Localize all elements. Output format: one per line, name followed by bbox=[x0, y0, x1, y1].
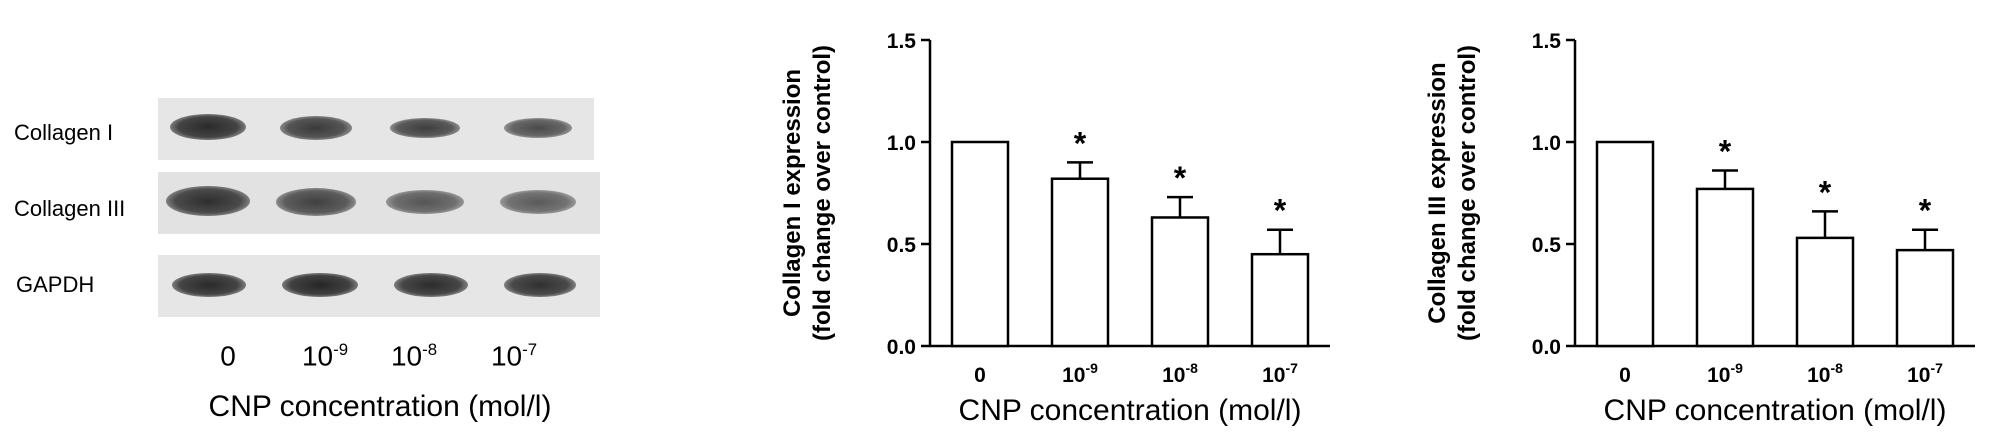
band bbox=[280, 116, 352, 140]
x-axis-label: CNP concentration (mol/l) bbox=[1604, 394, 1947, 427]
x-tick-label-exponent: -9 bbox=[1085, 360, 1098, 376]
bar bbox=[1695, 187, 1755, 348]
row-label-gapdh: GAPDH bbox=[16, 272, 95, 297]
y-tick-label: 0.0 bbox=[887, 336, 916, 359]
bar bbox=[1050, 177, 1110, 348]
significance-marker: * bbox=[1174, 160, 1187, 196]
band bbox=[504, 118, 572, 138]
x-tick-label: 10-7 bbox=[1262, 360, 1298, 387]
x-tick-label: 0 bbox=[1619, 364, 1631, 387]
western-blot-panel: Collagen I Collagen III GAPDH 0 10-9 10-… bbox=[0, 0, 640, 434]
collagen-i-bar-chart: Collagen I expression (fold change over c… bbox=[779, 30, 1330, 427]
y-axis-label: Collagen III expression (fold change over… bbox=[1424, 45, 1481, 341]
significance-marker: * bbox=[1819, 174, 1832, 210]
x-tick-label-exponent: -7 bbox=[1930, 360, 1943, 376]
band bbox=[504, 273, 576, 297]
y-axis-label-line: Collagen I expression bbox=[779, 69, 806, 317]
bar bbox=[1150, 216, 1210, 348]
y-axis-label: Collagen I expression (fold change over c… bbox=[779, 45, 836, 341]
bar bbox=[1795, 236, 1855, 348]
band bbox=[276, 188, 356, 216]
lane-label-1e-7: 10-7 bbox=[490, 340, 538, 372]
x-tick-label-base: 10 bbox=[1062, 364, 1085, 387]
x-tick-label-base: 0 bbox=[974, 364, 986, 387]
x-tick-label-exponent: -7 bbox=[1285, 360, 1298, 376]
blot-x-axis-label: CNP concentration (mol/l) bbox=[208, 390, 552, 423]
y-axis-label-line: (fold change over control) bbox=[809, 45, 836, 341]
x-tick-label-exponent: -8 bbox=[1830, 360, 1843, 376]
lane-label-1e-8: 10-8 bbox=[390, 340, 438, 372]
x-tick-label-base: 10 bbox=[1807, 364, 1830, 387]
band bbox=[170, 114, 246, 140]
lane-label-0: 0 bbox=[220, 340, 236, 372]
x-tick-label: 10-8 bbox=[1162, 360, 1198, 387]
band bbox=[390, 118, 460, 138]
y-axis-label-line: Collagen III expression bbox=[1424, 62, 1451, 323]
x-axis-label: CNP concentration (mol/l) bbox=[959, 394, 1302, 427]
collagen-iii-bar-chart: Collagen III expression (fold change over… bbox=[1424, 30, 1975, 427]
blot-strip-collagen-iii bbox=[158, 172, 600, 234]
x-tick-label: 10-9 bbox=[1707, 360, 1743, 387]
blot-strip-gapdh bbox=[158, 255, 600, 317]
significance-marker: * bbox=[1074, 125, 1087, 161]
y-tick-label: 0.5 bbox=[887, 234, 917, 257]
x-tick-label-exponent: -8 bbox=[1185, 360, 1198, 376]
y-tick-label: 0.5 bbox=[1532, 234, 1562, 257]
y-tick-label: 1.0 bbox=[887, 132, 916, 155]
band bbox=[386, 190, 464, 214]
significance-marker: * bbox=[1274, 193, 1287, 229]
band bbox=[394, 273, 468, 297]
bar bbox=[1595, 140, 1655, 348]
row-label-collagen-i: Collagen I bbox=[14, 120, 114, 145]
x-tick-label-base: 10 bbox=[1162, 364, 1185, 387]
y-tick-label: 1.5 bbox=[1532, 30, 1562, 53]
x-tick-label: 0 bbox=[974, 364, 986, 387]
y-tick-label: 1.0 bbox=[1532, 132, 1561, 155]
band bbox=[282, 273, 358, 297]
x-tick-label: 10-7 bbox=[1907, 360, 1943, 387]
x-tick-label-base: 0 bbox=[1619, 364, 1631, 387]
bar bbox=[950, 140, 1010, 348]
blot-strip-collagen-i bbox=[158, 98, 594, 160]
y-tick-label: 0.0 bbox=[1532, 336, 1561, 359]
significance-marker: * bbox=[1719, 134, 1732, 170]
y-tick-label: 1.5 bbox=[887, 30, 917, 53]
x-tick-label: 10-8 bbox=[1807, 360, 1843, 387]
band bbox=[172, 273, 246, 297]
bar bbox=[1250, 252, 1310, 348]
significance-marker: * bbox=[1919, 193, 1932, 229]
y-axis-label-line: (fold change over control) bbox=[1454, 45, 1481, 341]
lane-label-1e-9: 10-9 bbox=[301, 340, 349, 372]
band bbox=[500, 190, 576, 214]
x-tick-label: 10-9 bbox=[1062, 360, 1098, 387]
x-tick-label-base: 10 bbox=[1707, 364, 1730, 387]
x-tick-label-base: 10 bbox=[1907, 364, 1930, 387]
bar bbox=[1895, 248, 1955, 348]
band bbox=[166, 186, 250, 216]
row-label-collagen-iii: Collagen III bbox=[14, 196, 126, 221]
x-tick-label-base: 10 bbox=[1262, 364, 1285, 387]
x-tick-label-exponent: -9 bbox=[1730, 360, 1743, 376]
